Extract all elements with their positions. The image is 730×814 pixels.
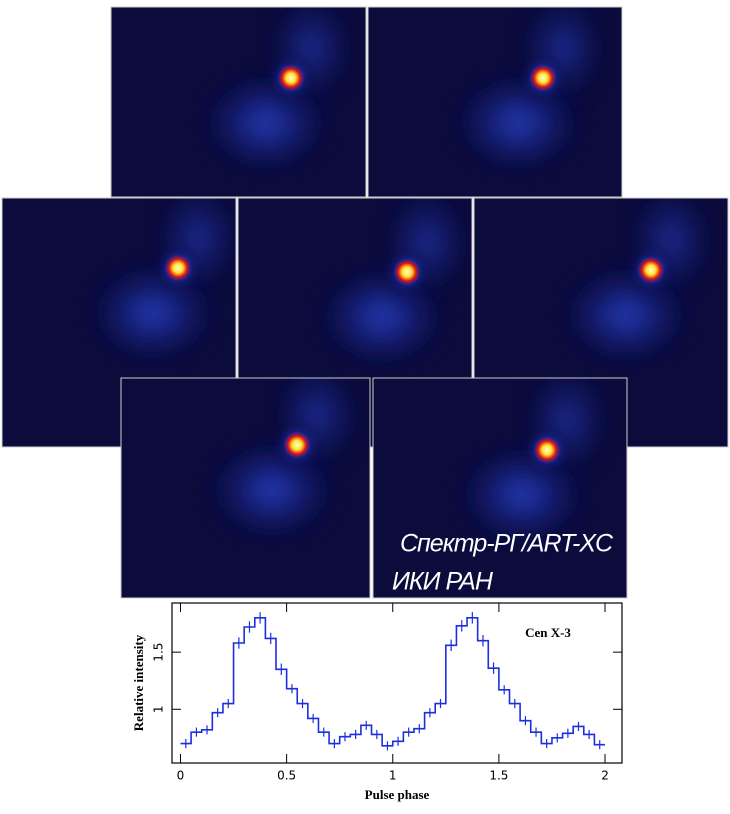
image-content (121, 378, 370, 598)
image-content (111, 7, 366, 197)
x-tick-label: 1 (389, 769, 397, 783)
y-axis-label: Relative intensity (131, 634, 146, 731)
x-ray-source (529, 64, 557, 92)
y-tick-label: 1.5 (152, 643, 166, 662)
x-ray-source (283, 431, 311, 459)
x-ray-source (277, 64, 305, 92)
image-border (372, 377, 628, 599)
image-content (368, 7, 622, 197)
sky-image (473, 197, 729, 448)
source-label: Cen X-3 (525, 625, 571, 640)
y-tick-label: 1 (152, 705, 166, 713)
sky-image (372, 377, 628, 599)
image-panels (1, 6, 729, 599)
image-content (474, 198, 728, 447)
plot-frame (171, 602, 623, 764)
mission-caption: Спектр-РГ/ART-XC (400, 530, 614, 558)
sky-image (367, 6, 623, 198)
profile-line (180, 617, 606, 747)
x-axis-label: Pulse phase (365, 787, 430, 802)
image-border (1, 197, 237, 448)
image-border (367, 6, 623, 198)
x-ray-source (637, 256, 665, 284)
image-border (120, 377, 371, 599)
institute-caption: ИКИ РАН (392, 568, 494, 596)
sky-image (110, 6, 367, 198)
x-ray-source (533, 436, 561, 464)
x-tick-label: 0.5 (277, 769, 296, 783)
x-tick-label: 1.5 (489, 769, 508, 783)
pulse-profile: 0 0.5 1 1.5 2 1 1.5 Pulse phase Relative intensi… (131, 602, 623, 802)
x-ray-source (393, 258, 421, 286)
sky-image (120, 377, 371, 599)
x-ray-source (164, 254, 192, 282)
x-tick-label: 2 (601, 769, 609, 783)
x-tick-label: 0 (177, 769, 185, 783)
image-content (373, 378, 627, 598)
image-border (110, 6, 367, 198)
